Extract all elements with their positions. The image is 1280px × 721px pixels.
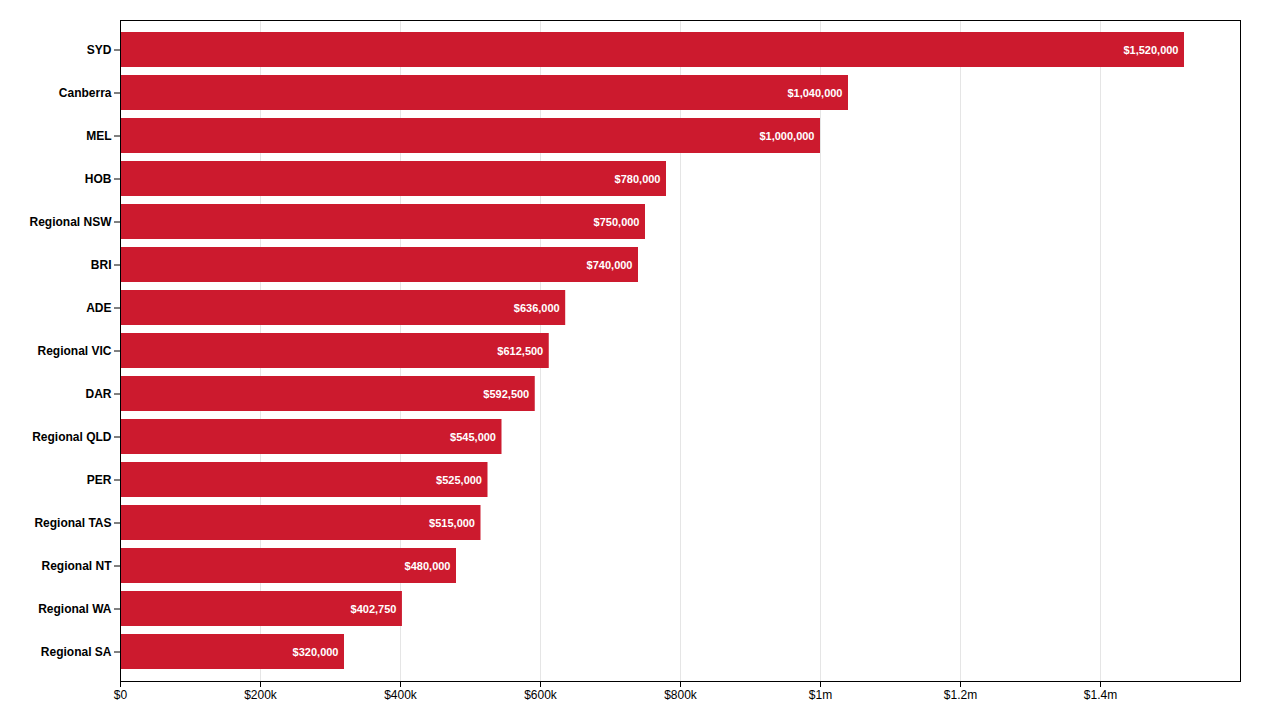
svg-text:MEL: MEL (86, 129, 111, 143)
svg-text:PER: PER (87, 473, 112, 487)
svg-text:$1,520,000: $1,520,000 (1123, 44, 1178, 56)
svg-text:ADE: ADE (86, 301, 111, 315)
svg-text:$0: $0 (114, 688, 128, 702)
svg-text:Canberra: Canberra (59, 86, 112, 100)
svg-text:Regional NT: Regional NT (41, 559, 112, 573)
svg-text:$515,000: $515,000 (429, 517, 475, 529)
svg-text:Regional NSW: Regional NSW (29, 215, 112, 229)
svg-text:Regional WA: Regional WA (38, 602, 112, 616)
svg-text:BRI: BRI (91, 258, 112, 272)
svg-text:$545,000: $545,000 (450, 431, 496, 443)
svg-text:$740,000: $740,000 (587, 259, 633, 271)
svg-text:Regional TAS: Regional TAS (34, 516, 111, 530)
svg-text:Regional VIC: Regional VIC (37, 344, 111, 358)
svg-text:Regional QLD: Regional QLD (32, 430, 112, 444)
svg-text:$1,040,000: $1,040,000 (787, 87, 842, 99)
svg-text:$612,500: $612,500 (497, 345, 543, 357)
svg-text:$592,500: $592,500 (483, 388, 529, 400)
svg-text:Regional SA: Regional SA (41, 645, 112, 659)
svg-text:$480,000: $480,000 (405, 560, 451, 572)
svg-text:$320,000: $320,000 (293, 646, 339, 658)
svg-text:HOB: HOB (85, 172, 112, 186)
svg-text:$636,000: $636,000 (514, 302, 560, 314)
svg-text:$1.2m: $1.2m (944, 688, 977, 702)
svg-text:$780,000: $780,000 (615, 173, 661, 185)
svg-text:$800k: $800k (664, 688, 698, 702)
svg-text:$1.4m: $1.4m (1084, 688, 1117, 702)
svg-text:$525,000: $525,000 (436, 474, 482, 486)
svg-text:$200k: $200k (244, 688, 278, 702)
svg-text:$400k: $400k (384, 688, 418, 702)
svg-text:$402,750: $402,750 (351, 603, 397, 615)
svg-text:$1,000,000: $1,000,000 (759, 130, 814, 142)
svg-text:$750,000: $750,000 (594, 216, 640, 228)
svg-text:SYD: SYD (87, 43, 112, 57)
svg-text:$1m: $1m (809, 688, 832, 702)
svg-text:$600k: $600k (524, 688, 558, 702)
svg-text:DAR: DAR (86, 387, 112, 401)
